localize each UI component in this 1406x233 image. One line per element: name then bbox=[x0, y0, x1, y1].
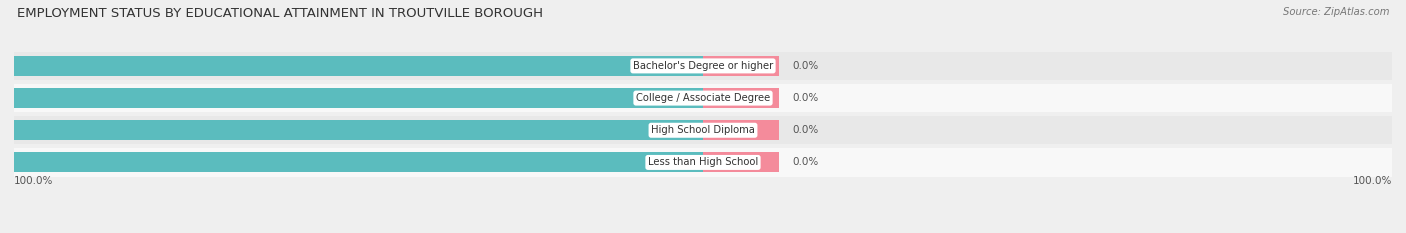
Text: High School Diploma: High School Diploma bbox=[651, 125, 755, 135]
Text: EMPLOYMENT STATUS BY EDUCATIONAL ATTAINMENT IN TROUTVILLE BOROUGH: EMPLOYMENT STATUS BY EDUCATIONAL ATTAINM… bbox=[17, 7, 543, 20]
Text: 0.0%: 0.0% bbox=[793, 61, 818, 71]
Text: Source: ZipAtlas.com: Source: ZipAtlas.com bbox=[1282, 7, 1389, 17]
Bar bbox=[14, 84, 1392, 112]
Bar bbox=[0, 88, 703, 108]
Text: 0.0%: 0.0% bbox=[793, 93, 818, 103]
Bar bbox=[14, 116, 1392, 144]
Bar bbox=[703, 88, 779, 108]
Bar bbox=[0, 120, 703, 140]
Bar bbox=[703, 120, 779, 140]
Bar bbox=[703, 152, 779, 172]
Bar bbox=[14, 52, 1392, 80]
Text: College / Associate Degree: College / Associate Degree bbox=[636, 93, 770, 103]
Bar bbox=[14, 152, 703, 172]
Bar bbox=[14, 148, 1392, 177]
Bar bbox=[703, 56, 779, 76]
Text: 0.0%: 0.0% bbox=[793, 125, 818, 135]
Text: 0.0%: 0.0% bbox=[793, 158, 818, 168]
Text: Less than High School: Less than High School bbox=[648, 158, 758, 168]
Bar bbox=[0, 56, 703, 76]
Text: 100.0%: 100.0% bbox=[1353, 176, 1392, 186]
Text: 100.0%: 100.0% bbox=[14, 176, 53, 186]
Text: Bachelor's Degree or higher: Bachelor's Degree or higher bbox=[633, 61, 773, 71]
